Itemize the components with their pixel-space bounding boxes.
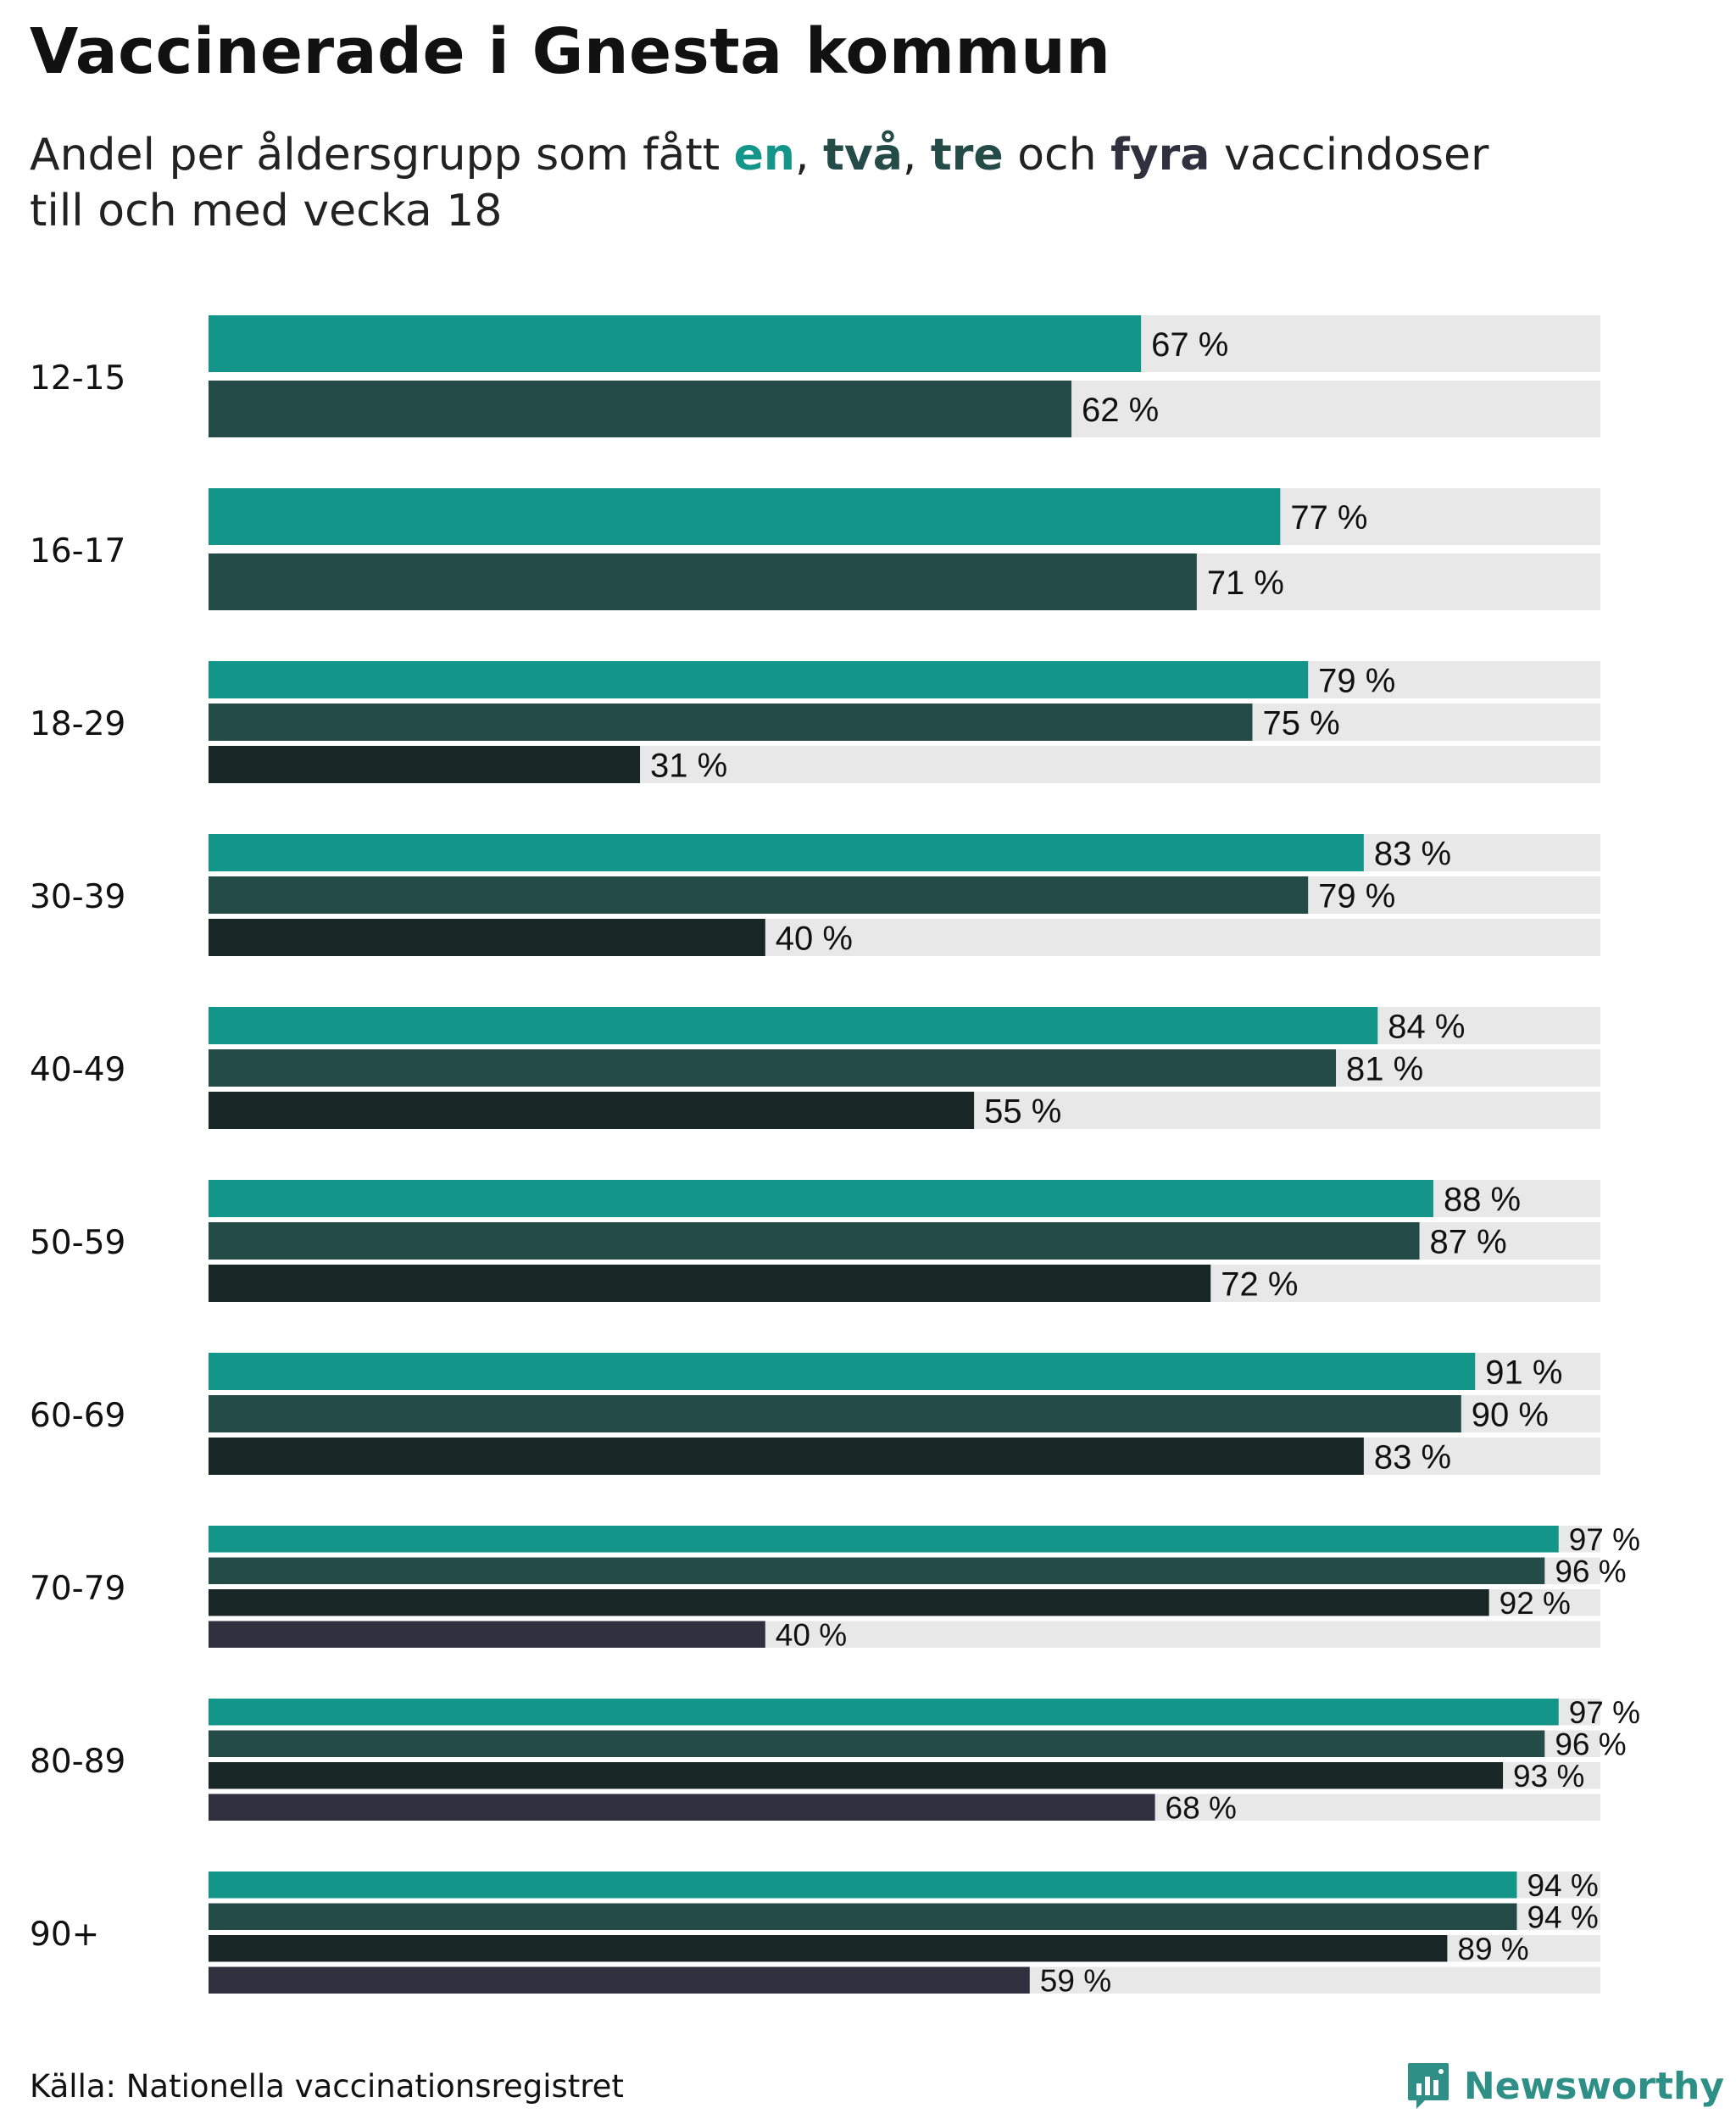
bar-value-label: 40 % xyxy=(776,920,853,957)
bar-value-label: 79 % xyxy=(1318,662,1395,699)
bar-dose-2 xyxy=(209,1730,1545,1757)
bar-value-label: 92 % xyxy=(1500,1586,1571,1621)
bar-dose-2 xyxy=(209,1222,1420,1260)
bar-value-label: 81 % xyxy=(1346,1050,1423,1087)
bar-value-label: 31 % xyxy=(650,747,727,784)
bar-value-label: 97 % xyxy=(1569,1522,1640,1557)
legend-dose-1: en xyxy=(733,130,795,181)
brand-logo: Newsworthy xyxy=(1406,2061,1724,2111)
source-note: Källa: Nationella vaccinationsregistret xyxy=(30,2068,624,2105)
bar-dose-2 xyxy=(209,876,1309,914)
bar-value-label: 62 % xyxy=(1082,392,1159,429)
bar-dose-3 xyxy=(209,1589,1489,1616)
bar-dose-2 xyxy=(209,553,1197,610)
age-group-label: 16-17 xyxy=(30,532,125,570)
chart-subtitle: Andel per åldersgrupp som fått en, två, … xyxy=(30,127,1640,239)
bar-value-label: 97 % xyxy=(1569,1695,1640,1730)
age-group-label: 50-59 xyxy=(30,1224,125,1262)
bar-value-label: 83 % xyxy=(1374,1438,1451,1476)
subtitle-line-2: till och med vecka 18 xyxy=(30,186,503,236)
bar-dose-1 xyxy=(209,315,1142,372)
bar-value-label: 91 % xyxy=(1485,1354,1562,1391)
age-group-label: 80-89 xyxy=(30,1743,125,1781)
bar-value-label: 87 % xyxy=(1430,1223,1507,1260)
bar-value-label: 72 % xyxy=(1221,1265,1298,1303)
age-group-label: 40-49 xyxy=(30,1051,125,1089)
age-group-label: 30-39 xyxy=(30,878,125,916)
age-group-label: 90+ xyxy=(30,1916,99,1954)
age-group-label: 12-15 xyxy=(30,359,125,398)
legend-dose-2: två xyxy=(823,130,903,181)
bar-dose-1 xyxy=(209,488,1281,545)
subtitle-sep: , xyxy=(794,130,824,181)
bar-dose-1 xyxy=(209,1007,1378,1044)
bar-value-label: 93 % xyxy=(1513,1759,1584,1794)
bar-dose-1 xyxy=(209,1353,1476,1390)
bar-value-label: 89 % xyxy=(1457,1932,1528,1966)
subtitle-mid: och xyxy=(1003,130,1111,181)
bar-value-label: 84 % xyxy=(1388,1008,1465,1045)
bar-dose-4 xyxy=(209,1621,765,1648)
bar-dose-1 xyxy=(209,1872,1517,1899)
subtitle-prefix: Andel per åldersgrupp som fått xyxy=(30,130,734,181)
bar-dose-3 xyxy=(209,746,641,783)
bar-value-label: 55 % xyxy=(984,1093,1061,1130)
bar-dose-3 xyxy=(209,1438,1364,1475)
bar-dose-3 xyxy=(209,919,765,956)
bar-dose-2 xyxy=(209,1557,1545,1584)
bar-value-label: 90 % xyxy=(1472,1396,1549,1433)
subtitle-sep: , xyxy=(902,130,931,181)
bar-value-label: 75 % xyxy=(1263,704,1340,742)
age-group-label: 18-29 xyxy=(30,705,125,743)
bar-value-label: 88 % xyxy=(1444,1181,1521,1218)
newsworthy-logo-icon xyxy=(1407,2063,1449,2109)
bar-dose-1 xyxy=(209,834,1364,871)
bar-value-label: 40 % xyxy=(776,1618,847,1653)
bar-value-label: 96 % xyxy=(1555,1554,1626,1589)
bar-dose-2 xyxy=(209,704,1253,741)
bar-value-label: 79 % xyxy=(1318,877,1395,915)
bar-dose-3 xyxy=(209,1762,1504,1789)
bar-dose-2 xyxy=(209,1049,1337,1087)
bar-value-label: 94 % xyxy=(1527,1900,1598,1935)
bar-value-label: 68 % xyxy=(1166,1791,1237,1826)
age-group-label: 60-69 xyxy=(30,1397,125,1435)
bar-value-label: 83 % xyxy=(1374,835,1451,872)
bar-value-label: 96 % xyxy=(1555,1727,1626,1762)
bar-value-label: 59 % xyxy=(1040,1964,1111,1999)
brand-name: Newsworthy xyxy=(1463,2064,1724,2108)
bar-dose-1 xyxy=(209,1526,1559,1553)
bar-dose-3 xyxy=(209,1092,975,1129)
bar-dose-1 xyxy=(209,1699,1559,1726)
bar-value-label: 71 % xyxy=(1207,565,1284,602)
bar-dose-3 xyxy=(209,1265,1211,1302)
bar-dose-2 xyxy=(209,1903,1517,1930)
bar-dose-2 xyxy=(209,381,1072,437)
age-group-label: 70-79 xyxy=(30,1570,125,1608)
bar-value-label: 77 % xyxy=(1290,499,1367,537)
bar-dose-2 xyxy=(209,1395,1461,1432)
bar-dose-4 xyxy=(209,1966,1030,1994)
bar-dose-1 xyxy=(209,1180,1433,1217)
bar-value-label: 94 % xyxy=(1527,1868,1598,1903)
bar-dose-4 xyxy=(209,1794,1155,1821)
chart-title: Vaccinerade i Gnesta kommun xyxy=(30,15,1111,88)
bar-chart: 12-15 67 % 62 % 16-17 77 %71 % 18-29 79 % 75 % 3… xyxy=(30,315,1640,1999)
legend-dose-3: tre xyxy=(930,130,1004,181)
bar-value-label: 67 % xyxy=(1151,326,1228,364)
subtitle-suffix: vaccindoser xyxy=(1210,130,1489,181)
bar-dose-3 xyxy=(209,1935,1448,1962)
bar-dose-1 xyxy=(209,661,1309,698)
legend-dose-4: fyra xyxy=(1110,130,1210,181)
